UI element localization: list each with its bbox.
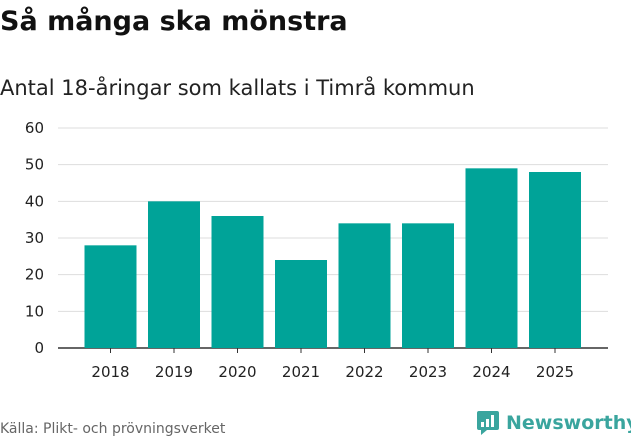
y-axis-ticks: 0 10 20 30 40 50 60 — [25, 119, 44, 357]
source-note: Källa: Plikt- och prövningsverket — [0, 421, 226, 437]
x-tick-label: 2023 — [409, 363, 447, 381]
x-tick-label: 2021 — [282, 363, 320, 381]
bar-2023 — [402, 223, 454, 348]
x-tick-label: 2018 — [91, 363, 129, 381]
newsworthy-logo: Newsworthy — [476, 409, 631, 437]
bar-2019 — [148, 201, 200, 348]
bar-2022 — [338, 223, 391, 348]
brand-name: Newsworthy — [506, 412, 631, 434]
x-tick-label: 2024 — [472, 363, 510, 381]
x-tick-label: 2022 — [345, 363, 383, 381]
x-tick-label: 2020 — [218, 363, 256, 381]
bars — [84, 168, 581, 348]
y-tick-label: 40 — [25, 192, 44, 210]
bar-2020 — [211, 216, 264, 348]
y-tick-label: 10 — [25, 302, 44, 320]
x-axis-ticks: 2018 2019 2020 2021 2022 2023 2024 2025 — [91, 348, 574, 381]
chart-title: Så många ska mönstra — [0, 6, 348, 37]
bar-2018 — [84, 245, 137, 348]
newsworthy-logo-icon — [477, 411, 499, 435]
y-tick-label: 30 — [25, 229, 44, 247]
x-tick-label: 2025 — [536, 363, 574, 381]
bar-2021 — [275, 260, 327, 348]
y-tick-label: 0 — [34, 339, 44, 357]
y-tick-label: 20 — [25, 266, 44, 284]
chart-subtitle: Antal 18-åringar som kallats i Timrå kom… — [0, 76, 475, 100]
bar-2025 — [529, 172, 581, 348]
x-tick-label: 2019 — [155, 363, 193, 381]
bar-2024 — [465, 168, 518, 348]
y-tick-label: 60 — [25, 119, 44, 137]
y-tick-label: 50 — [25, 156, 44, 174]
gridlines — [58, 127, 608, 349]
